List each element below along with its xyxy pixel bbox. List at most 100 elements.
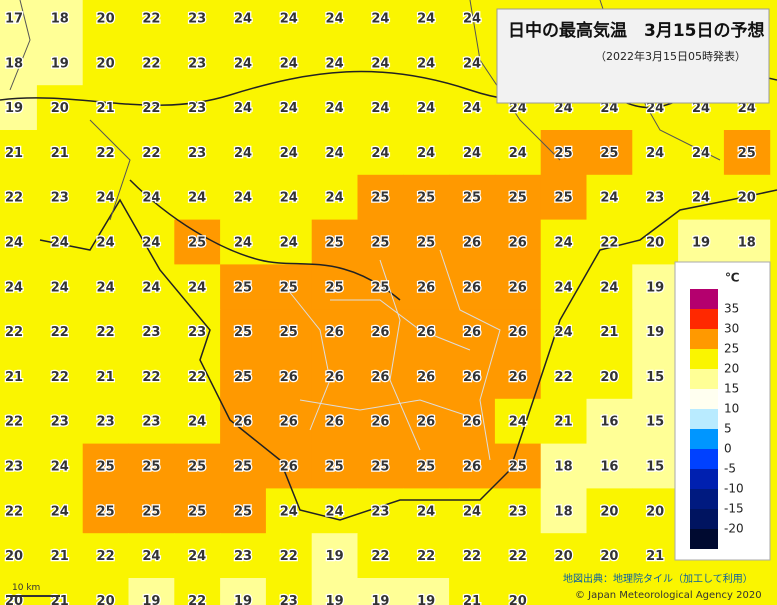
cell bbox=[311, 219, 358, 265]
cell bbox=[0, 578, 38, 605]
cell-value: 24 bbox=[188, 191, 206, 206]
cell-value: 25 bbox=[234, 280, 252, 295]
cell bbox=[494, 354, 542, 400]
cell-value: 26 bbox=[371, 325, 389, 340]
cell-value: 25 bbox=[188, 460, 206, 475]
cell-value: 22 bbox=[51, 370, 69, 385]
legend-swatch bbox=[690, 489, 718, 509]
cell bbox=[632, 309, 679, 355]
cell-value: 22 bbox=[142, 56, 160, 71]
cell-value: 23 bbox=[371, 504, 389, 519]
cell bbox=[357, 0, 404, 41]
cell bbox=[36, 488, 84, 534]
cell-value: 26 bbox=[463, 236, 481, 251]
cell bbox=[357, 130, 404, 176]
legend-swatch bbox=[690, 369, 718, 389]
cell bbox=[357, 85, 404, 131]
legend-swatch bbox=[690, 449, 718, 469]
legend-tick-label: -20 bbox=[724, 522, 744, 536]
cell-value: 15 bbox=[646, 370, 664, 385]
cell-value: 23 bbox=[234, 549, 252, 564]
cell-value: 25 bbox=[371, 460, 389, 475]
cell-value: 24 bbox=[600, 101, 618, 116]
cell bbox=[403, 174, 450, 221]
cell bbox=[449, 398, 496, 445]
cell-value: 25 bbox=[417, 191, 435, 206]
cell bbox=[494, 578, 542, 605]
cell bbox=[174, 0, 221, 41]
cell-value: 24 bbox=[463, 146, 481, 161]
cell bbox=[82, 533, 129, 579]
cell-value: 24 bbox=[142, 236, 160, 251]
cell bbox=[220, 40, 267, 86]
cell bbox=[357, 219, 404, 265]
cell-value: 25 bbox=[188, 504, 206, 519]
cell-value: 24 bbox=[280, 191, 298, 206]
legend-swatch bbox=[690, 429, 718, 449]
cell-value: 22 bbox=[5, 504, 23, 519]
cell-value: 26 bbox=[326, 370, 344, 385]
cell-value: 25 bbox=[142, 460, 160, 475]
cell-value: 21 bbox=[97, 101, 115, 116]
cell bbox=[174, 398, 221, 445]
cell bbox=[723, 130, 771, 176]
cell-value: 25 bbox=[555, 146, 573, 161]
numbers: 17 18 20 22 23 24 24 24 24 24 24 18 19 20 22 23 24 24 24 24… bbox=[4, 10, 757, 605]
cell bbox=[220, 533, 267, 579]
cell-value: 26 bbox=[280, 370, 298, 385]
cell-value: 22 bbox=[97, 146, 115, 161]
cell bbox=[357, 354, 404, 400]
cell bbox=[128, 398, 175, 445]
cell-value: 22 bbox=[97, 549, 115, 564]
cell bbox=[494, 219, 542, 265]
cell bbox=[36, 533, 84, 579]
cell-value: 25 bbox=[600, 146, 618, 161]
cell-value: 24 bbox=[188, 549, 206, 564]
cell bbox=[128, 533, 175, 579]
cell-value: 24 bbox=[646, 101, 664, 116]
cell bbox=[265, 309, 313, 355]
cell-value: 19 bbox=[326, 549, 344, 564]
cell bbox=[449, 443, 496, 489]
cell bbox=[449, 85, 496, 131]
cell bbox=[586, 354, 633, 400]
cell bbox=[403, 443, 450, 489]
cell-value: 19 bbox=[646, 325, 664, 340]
cell bbox=[403, 130, 450, 176]
cell bbox=[403, 488, 450, 534]
cell-value: 24 bbox=[371, 101, 389, 116]
scale-label: 10 km bbox=[12, 583, 40, 593]
attribution-source[interactable]: 地図出典：地理院タイル（加工して利用） bbox=[563, 572, 753, 585]
cell bbox=[449, 533, 496, 579]
cell-value: 25 bbox=[371, 236, 389, 251]
cell-value: 24 bbox=[646, 146, 664, 161]
cell bbox=[128, 354, 175, 400]
cell-value: 24 bbox=[326, 504, 344, 519]
cell-value: 22 bbox=[509, 549, 527, 564]
cell bbox=[632, 130, 679, 176]
cell-value: 26 bbox=[234, 415, 252, 430]
cell bbox=[128, 0, 175, 41]
cell-value: 26 bbox=[417, 415, 435, 430]
cell bbox=[265, 354, 313, 400]
cell bbox=[632, 354, 679, 400]
cell-value: 20 bbox=[97, 56, 115, 71]
cell bbox=[220, 85, 267, 131]
legend-unit: ℃ bbox=[725, 271, 740, 285]
title: 日中の最高気温 3月15日の予想 bbox=[508, 20, 765, 41]
attribution-bg bbox=[555, 572, 777, 605]
cell bbox=[220, 219, 267, 265]
cell-value: 24 bbox=[280, 12, 298, 27]
cell-value: 24 bbox=[417, 12, 435, 27]
cell bbox=[36, 40, 84, 86]
cell bbox=[723, 174, 771, 221]
cell-value: 26 bbox=[509, 236, 527, 251]
subtitle: （2022年3月15日05時発表） bbox=[595, 49, 746, 63]
cell bbox=[265, 130, 313, 176]
cell bbox=[265, 85, 313, 131]
cell-value: 26 bbox=[371, 415, 389, 430]
cell bbox=[0, 264, 38, 310]
cell-value: 26 bbox=[371, 370, 389, 385]
cell-value: 26 bbox=[280, 460, 298, 475]
cell-value: 24 bbox=[5, 280, 23, 295]
